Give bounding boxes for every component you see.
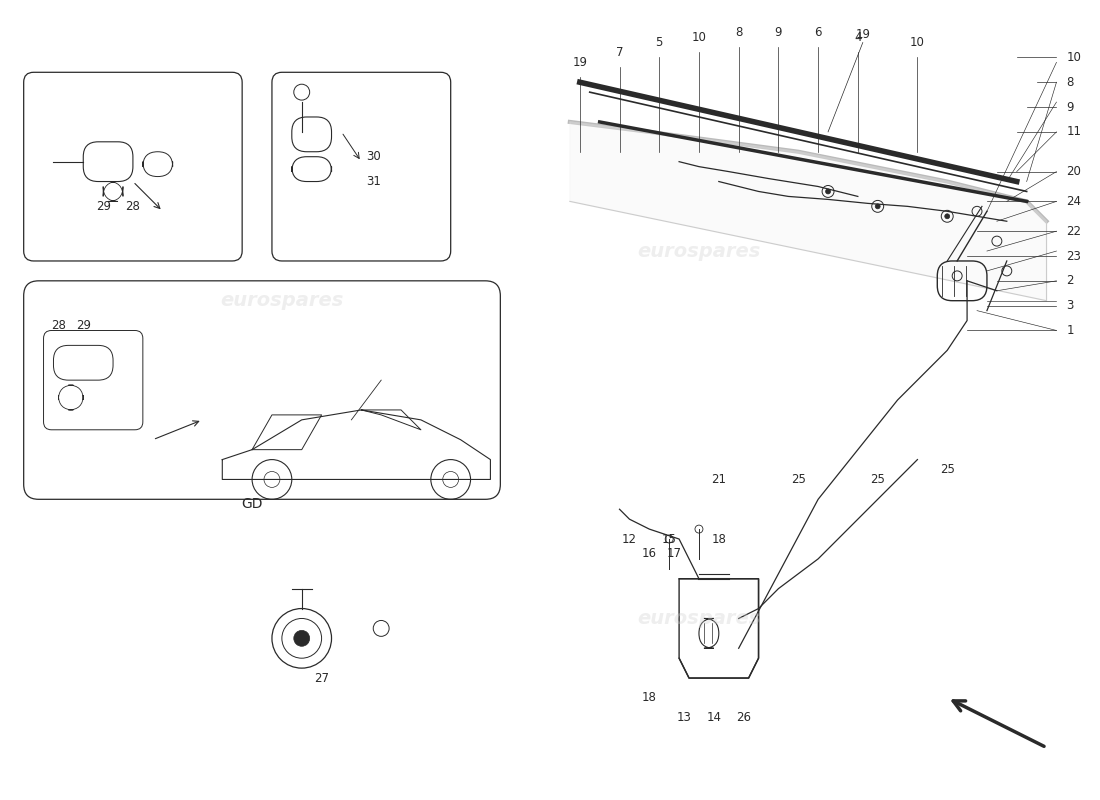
Text: 28: 28	[51, 319, 66, 332]
Text: 6: 6	[814, 26, 822, 39]
Text: 25: 25	[939, 463, 955, 476]
Text: eurospares: eurospares	[637, 609, 760, 628]
Text: 7: 7	[616, 46, 624, 59]
Text: 20: 20	[1066, 165, 1081, 178]
Text: 19: 19	[572, 56, 587, 69]
Text: 25: 25	[791, 473, 805, 486]
Text: 31: 31	[366, 175, 382, 188]
Text: 25: 25	[870, 473, 886, 486]
Text: 10: 10	[910, 36, 925, 49]
Text: eurospares: eurospares	[220, 291, 343, 310]
Text: 4: 4	[854, 31, 861, 44]
Circle shape	[826, 189, 830, 194]
Text: 11: 11	[1066, 126, 1081, 138]
Text: 1: 1	[1066, 324, 1074, 337]
Circle shape	[294, 630, 310, 646]
Text: 21: 21	[712, 473, 726, 486]
Polygon shape	[570, 122, 1046, 301]
Text: 19: 19	[856, 28, 870, 41]
Text: 8: 8	[1066, 76, 1074, 89]
Text: 13: 13	[676, 711, 692, 724]
Text: 18: 18	[712, 533, 726, 546]
Text: 9: 9	[774, 26, 782, 39]
Text: 27: 27	[315, 671, 329, 685]
Text: 24: 24	[1066, 195, 1081, 208]
Text: eurospares: eurospares	[637, 242, 760, 261]
Text: 5: 5	[656, 36, 663, 49]
Text: 29: 29	[96, 200, 111, 213]
Text: 26: 26	[736, 711, 751, 724]
Text: 10: 10	[1066, 51, 1081, 64]
Text: 9: 9	[1066, 101, 1074, 114]
Text: 12: 12	[621, 533, 637, 546]
Text: 23: 23	[1066, 250, 1081, 262]
Text: 15: 15	[662, 533, 676, 546]
Text: 18: 18	[642, 691, 657, 705]
Text: 2: 2	[1066, 274, 1074, 287]
Text: 30: 30	[366, 150, 381, 163]
Circle shape	[945, 214, 949, 218]
Text: 14: 14	[706, 711, 722, 724]
Text: GD: GD	[241, 498, 263, 511]
Text: 22: 22	[1066, 225, 1081, 238]
Circle shape	[876, 204, 880, 209]
Text: 8: 8	[735, 26, 743, 39]
Text: 10: 10	[692, 31, 706, 44]
Text: 16: 16	[641, 547, 657, 561]
Text: 17: 17	[667, 547, 682, 561]
Text: 3: 3	[1066, 299, 1074, 312]
Text: 29: 29	[76, 319, 91, 332]
Text: 28: 28	[125, 200, 141, 213]
